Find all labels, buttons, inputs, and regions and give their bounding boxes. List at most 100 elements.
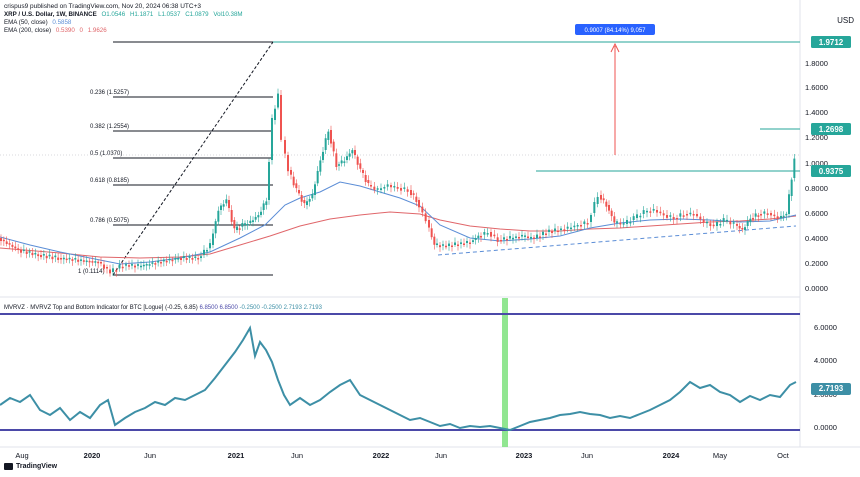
candle-body — [351, 150, 354, 154]
candle-body — [171, 259, 174, 262]
price-tick: 0.8000 — [805, 184, 828, 193]
time-tick: Oct — [777, 451, 790, 460]
candle-body — [370, 185, 372, 187]
candle-body — [636, 214, 638, 218]
price-badge-19712[interactable] — [811, 36, 851, 48]
candle-body — [174, 258, 177, 260]
candle-body — [191, 258, 194, 260]
candle-body — [31, 252, 34, 256]
candle-body — [287, 155, 289, 172]
ohlc-open: O1.0546 — [101, 11, 126, 18]
candle-body — [551, 231, 553, 233]
symbol-legend[interactable]: XRP / U.S. Dollar, 1W, BINANCE O1.0546 H… — [4, 11, 246, 18]
candle-body — [719, 223, 722, 226]
candle-body — [766, 213, 769, 215]
time-axis[interactable]: Aug 2020 Jun 2021 Jun 2022 Jun 2023 Jun … — [15, 451, 789, 460]
candle-body — [373, 186, 376, 190]
measure-label-box[interactable] — [575, 24, 655, 35]
ema200-value-2: 0 — [79, 27, 83, 34]
candle-body — [74, 258, 77, 260]
price-tick: 0.0000 — [805, 284, 828, 293]
candle-body — [40, 255, 42, 258]
candle-body — [314, 184, 316, 195]
candle-body — [131, 264, 133, 266]
indicator-legend[interactable]: MVRVZ · MVRVZ Top and Bottom Indicator f… — [4, 305, 322, 311]
candle-body — [383, 187, 386, 189]
candle-body — [17, 248, 20, 250]
candle-body — [463, 243, 465, 245]
ema200-legend[interactable]: EMA (200, close) 0.5390 0 1.9626 — [4, 27, 110, 34]
candle-body — [112, 268, 114, 272]
indicator-axis[interactable]: 6.0000 4.0000 2.0000 0.0000 — [814, 323, 837, 432]
candle-body — [415, 196, 418, 202]
candle-body — [626, 220, 628, 224]
mvrvz-line[interactable] — [0, 325, 797, 432]
candle-body — [97, 261, 100, 264]
ascending-trendline[interactable] — [437, 225, 797, 256]
candle-body — [37, 254, 40, 257]
time-tick: Jun — [144, 451, 156, 460]
candle-body — [736, 224, 738, 226]
candle-body — [332, 141, 335, 152]
candle-body — [103, 264, 105, 269]
candle-body — [533, 237, 535, 239]
candle-body — [403, 187, 406, 189]
candle-body — [666, 215, 668, 218]
candle-body — [744, 227, 746, 230]
candle-body — [406, 189, 409, 192]
candle-body — [590, 214, 592, 222]
candle-body — [732, 222, 735, 224]
price-badge-12698[interactable] — [811, 123, 851, 135]
candle-body — [613, 216, 616, 223]
indicator-value: 2.7193 — [283, 305, 302, 311]
fib-label-0382: 0.382 (1.2554) — [90, 124, 129, 130]
price-tick: 0.6000 — [805, 209, 828, 218]
candle-body — [503, 237, 505, 240]
candle-body — [188, 256, 191, 258]
candle-body — [151, 262, 154, 264]
price-axis[interactable]: 1.8000 1.6000 1.4000 1.2000 1.0000 0.800… — [805, 36, 851, 293]
candle-body — [265, 201, 268, 205]
candle-body — [180, 258, 182, 260]
candle-body — [68, 257, 71, 260]
indicator-title: MVRVZ · MVRVZ Top and Bottom Indicator f… — [4, 305, 164, 311]
candle-body — [412, 193, 415, 195]
candle-body — [524, 235, 526, 237]
candle-body — [254, 216, 257, 220]
candle-body — [54, 255, 57, 258]
candle-body — [500, 240, 502, 242]
ema50-legend[interactable]: EMA (50, close) 0.5858 — [4, 19, 74, 26]
candle-body — [137, 264, 139, 266]
candle-body — [390, 185, 392, 188]
candle-body — [506, 239, 508, 241]
candle-body — [22, 249, 25, 252]
time-tick: Jun — [581, 451, 593, 460]
candle-body — [134, 265, 136, 268]
candle-body — [145, 264, 148, 266]
candle-body — [776, 216, 779, 220]
candle-body — [445, 245, 447, 248]
time-tick: 2020 — [84, 451, 101, 460]
candle-body — [100, 262, 102, 264]
candle-body — [142, 264, 145, 267]
candle-body — [82, 260, 85, 262]
candle-body — [518, 237, 520, 239]
candle-body — [260, 211, 262, 215]
tradingview-logo[interactable]: TradingView — [4, 463, 57, 470]
indicator-value-badge[interactable]: 2.7193 — [811, 383, 851, 395]
candle-body — [322, 151, 324, 160]
candlestick-series[interactable] — [0, 88, 796, 277]
fibonacci-retracement[interactable]: 0.236 (1.5257) 0.382 (1.2554) 0.5 (1.037… — [78, 41, 274, 276]
candle-body — [573, 225, 576, 228]
candle-body — [410, 190, 412, 196]
candle-body — [770, 213, 772, 216]
candle-body — [364, 175, 367, 182]
candle-body — [295, 183, 298, 189]
indicator-value: 6.8500 — [219, 305, 238, 311]
candle-body — [439, 245, 441, 248]
candle-body — [782, 215, 785, 218]
price-badge-09375[interactable] — [811, 165, 851, 177]
candle-body — [493, 234, 496, 237]
candle-body — [451, 245, 453, 247]
